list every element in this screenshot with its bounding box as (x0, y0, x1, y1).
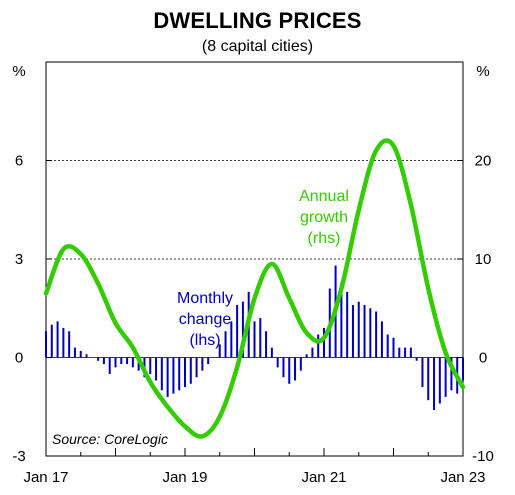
bar-monthly-change (195, 357, 198, 378)
x-tick-label: Jan 17 (23, 469, 68, 486)
right-axis-unit: % (476, 63, 489, 80)
bar-monthly-change (380, 321, 383, 358)
bar-monthly-change (282, 357, 285, 378)
bar-monthly-change (62, 327, 65, 358)
bar-monthly-change (79, 350, 82, 358)
x-tick-label: Jan 21 (301, 469, 346, 486)
bar-monthly-change (276, 357, 279, 368)
right-tick-label: 0 (479, 350, 487, 367)
annotation-annual-growth: Annual (299, 188, 349, 205)
bar-monthly-change (444, 357, 447, 397)
bar-monthly-change (126, 357, 129, 365)
bar-monthly-change (357, 301, 360, 358)
left-tick-label: 6 (15, 153, 23, 170)
bar-monthly-change (415, 357, 418, 361)
bar-monthly-change (241, 301, 244, 358)
bar-monthly-change (201, 357, 204, 371)
bar-monthly-change (224, 331, 227, 358)
bar-monthly-change (270, 347, 273, 358)
chart-title: DWELLING PRICES (153, 8, 362, 33)
left-axis-unit: % (12, 63, 25, 80)
left-tick-label: 0 (15, 350, 23, 367)
bar-monthly-change (189, 357, 192, 384)
x-tick-label: Jan 19 (162, 469, 207, 486)
bar-monthly-change (288, 357, 291, 384)
bar-monthly-change (265, 331, 268, 358)
left-tick-label: 3 (15, 251, 23, 268)
bar-monthly-change (369, 308, 372, 358)
bar-monthly-change (386, 334, 389, 358)
bar-monthly-change (404, 347, 407, 358)
bar-monthly-change (433, 357, 436, 411)
bar-monthly-change (97, 357, 100, 361)
bar-monthly-change (207, 357, 210, 365)
annotation-monthly-change: Monthly (177, 290, 233, 307)
bar-monthly-change (259, 318, 262, 358)
line-annual-growth (43, 138, 466, 439)
bar-monthly-change (50, 324, 53, 358)
bar-monthly-change (438, 357, 441, 404)
bar-monthly-change (230, 321, 233, 358)
right-tick-label: 20 (475, 153, 492, 170)
bar-monthly-change (340, 281, 343, 358)
bar-monthly-change (178, 357, 181, 391)
left-tick-label: -3 (12, 448, 25, 465)
bar-monthly-change (294, 357, 297, 381)
bar-monthly-change (102, 357, 105, 365)
bar-monthly-change (409, 347, 412, 358)
bar-monthly-change (114, 357, 117, 368)
bar-monthly-change (299, 357, 302, 371)
annotation-annual-growth: (rhs) (308, 230, 341, 247)
bar-monthly-change (184, 357, 186, 388)
bar-monthly-change (311, 347, 314, 358)
bar-monthly-change (317, 334, 320, 358)
bar-monthly-change (149, 357, 152, 374)
bar-monthly-change (160, 357, 163, 391)
annotation-monthly-change: change (179, 311, 232, 328)
bar-monthly-change (172, 357, 175, 394)
annotation-monthly-change: (lhs) (189, 332, 220, 349)
bar-monthly-change (375, 311, 378, 358)
bar-monthly-change (120, 357, 123, 365)
bar-monthly-change (45, 331, 47, 358)
chart-subtitle: (8 capital cities) (201, 38, 314, 55)
x-tick-label: Jan 23 (440, 469, 485, 486)
bar-monthly-change (323, 327, 325, 358)
right-tick-label: -10 (472, 448, 494, 465)
bar-monthly-change (305, 354, 308, 358)
bar-monthly-change (351, 304, 354, 358)
bar-monthly-change (166, 357, 169, 397)
bar-monthly-change (462, 357, 464, 381)
bar-monthly-change (56, 321, 59, 358)
bar-monthly-change (85, 354, 88, 358)
bar-monthly-change (421, 357, 424, 388)
bar-monthly-change (253, 321, 256, 358)
bar-monthly-change (392, 337, 395, 358)
bar-monthly-change (131, 357, 134, 368)
bar-monthly-change (236, 304, 239, 358)
annotation-annual-growth: growth (300, 209, 348, 226)
bar-monthly-change (108, 357, 111, 374)
right-tick-label: 10 (475, 251, 492, 268)
bar-monthly-change (137, 357, 140, 371)
bar-monthly-change (346, 291, 349, 358)
bar-monthly-change (73, 347, 76, 358)
source-note: Source: CoreLogic (52, 431, 168, 447)
bar-monthly-change (450, 357, 453, 391)
bar-monthly-change (363, 304, 366, 358)
bar-monthly-change (398, 347, 401, 358)
bar-monthly-change (427, 357, 430, 401)
bar-monthly-change (68, 331, 71, 358)
bar-monthly-change (155, 357, 158, 381)
bar-monthly-change (218, 344, 221, 358)
